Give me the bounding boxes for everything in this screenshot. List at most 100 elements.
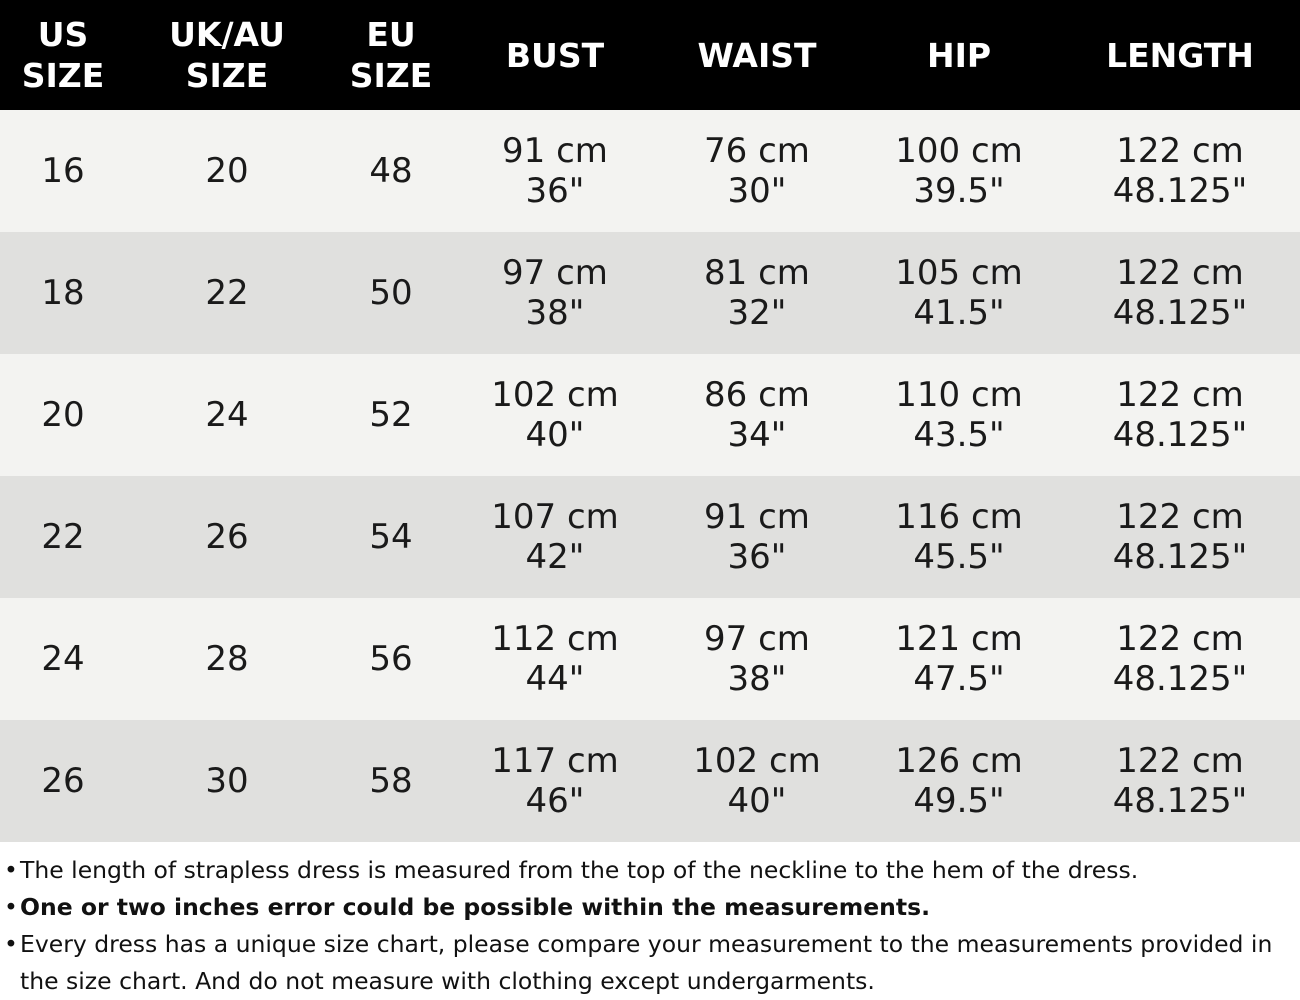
note-text: The length of strapless dress is measure… [20,856,1139,884]
cell-waist: 97 cm 38" [656,598,858,720]
cell-waist-cm: 76 cm [704,131,810,171]
header-bust: BUST [505,35,605,75]
cell-length-cm: 122 cm [1116,619,1244,659]
header-hip: HIP [926,35,992,75]
cell-waist-inches: 36" [727,537,787,577]
note-text: Every dress has a unique size chart, ple… [20,930,1273,995]
cell-hip-inches: 45.5" [913,537,1005,577]
cell-length: 122 cm 48.125" [1060,110,1300,232]
cell-eu-size: 54 [369,517,413,557]
header-length: LENGTH [1106,35,1254,75]
cell-waist-inches: 38" [727,659,787,699]
cell-bust-cm: 91 cm [502,131,608,171]
cell-length-inches: 48.125" [1112,293,1248,333]
cell-length-inches: 48.125" [1112,537,1248,577]
cell-eu-size: 48 [369,151,413,191]
cell-bust-inches: 38" [525,293,585,333]
table-row: 16 20 48 91 cm 36" 76 cm 30" 100 cm 39.5" 122 cm 4… [0,110,1300,232]
note-item: • One or two inches error could be possib… [4,889,1300,926]
cell-hip-cm: 100 cm [895,131,1023,171]
cell-us-size: 18 [41,273,85,313]
cell-bust: 97 cm 38" [454,232,656,354]
cell-ukau-size: 28 [205,639,249,679]
cell-length-cm: 122 cm [1116,497,1244,537]
cell-eu-size: 56 [369,639,413,679]
cell-bust-inches: 46" [525,781,585,821]
cell-waist: 91 cm 36" [656,476,858,598]
cell-length-inches: 48.125" [1112,171,1248,211]
cell-waist: 76 cm 30" [656,110,858,232]
note-item: • Every dress has a unique size chart, pl… [4,926,1300,1000]
cell-ukau-size: 22 [205,273,249,313]
cell-waist: 81 cm 32" [656,232,858,354]
cell-ukau-size: 26 [205,517,249,557]
header-row: US SIZE UK/AU SIZE EU SIZE BUST WAIST HI… [0,0,1300,110]
cell-ukau-size: 30 [205,761,249,801]
cell-hip-inches: 39.5" [913,171,1005,211]
cell-bust-cm: 102 cm [491,375,619,415]
cell-hip-cm: 121 cm [895,619,1023,659]
cell-length: 122 cm 48.125" [1060,720,1300,842]
cell-eu-size: 52 [369,395,413,435]
cell-waist-cm: 81 cm [704,253,810,293]
cell-waist-inches: 34" [727,415,787,455]
cell-hip-inches: 43.5" [913,415,1005,455]
bullet-icon: • [4,930,18,958]
cell-hip-inches: 41.5" [913,293,1005,333]
cell-hip-inches: 47.5" [913,659,1005,699]
cell-bust-inches: 40" [525,415,585,455]
cell-waist-inches: 30" [727,171,787,211]
cell-us-size: 20 [41,395,85,435]
cell-hip-cm: 116 cm [895,497,1023,537]
cell-length: 122 cm 48.125" [1060,354,1300,476]
cell-bust-cm: 112 cm [491,619,619,659]
cell-bust-cm: 97 cm [502,253,608,293]
cell-length: 122 cm 48.125" [1060,232,1300,354]
cell-waist-inches: 32" [727,293,787,333]
table-row: 20 24 52 102 cm 40" 86 cm 34" 110 cm 43.5" 122 cm… [0,354,1300,476]
cell-hip: 105 cm 41.5" [858,232,1060,354]
table-header: US SIZE UK/AU SIZE EU SIZE BUST WAIST HI… [0,0,1300,110]
cell-bust-cm: 117 cm [491,741,619,781]
cell-waist: 102 cm 40" [656,720,858,842]
cell-length-inches: 48.125" [1112,659,1248,699]
cell-length-cm: 122 cm [1116,131,1244,171]
table-row: 22 26 54 107 cm 42" 91 cm 36" 116 cm 45.5" 122 cm… [0,476,1300,598]
cell-us-size: 26 [41,761,85,801]
cell-hip-cm: 110 cm [895,375,1023,415]
cell-waist-cm: 91 cm [704,497,810,537]
header-us-size: US SIZE [21,15,105,95]
size-chart-table: US SIZE UK/AU SIZE EU SIZE BUST WAIST HI… [0,0,1300,842]
cell-length-cm: 122 cm [1116,375,1244,415]
cell-bust-inches: 44" [525,659,585,699]
cell-bust-inches: 42" [525,537,585,577]
cell-waist-cm: 86 cm [704,375,810,415]
cell-hip: 110 cm 43.5" [858,354,1060,476]
cell-hip-cm: 126 cm [895,741,1023,781]
cell-bust: 107 cm 42" [454,476,656,598]
bullet-icon: • [4,893,18,921]
cell-bust: 112 cm 44" [454,598,656,720]
note-item: • The length of strapless dress is measur… [4,852,1300,889]
cell-waist-cm: 102 cm [693,741,821,781]
cell-hip: 126 cm 49.5" [858,720,1060,842]
cell-waist-inches: 40" [727,781,787,821]
header-ukau-size: UK/AU SIZE [169,15,285,95]
table-row: 18 22 50 97 cm 38" 81 cm 32" 105 cm 41.5" 122 cm 4… [0,232,1300,354]
cell-eu-size: 50 [369,273,413,313]
cell-hip-inches: 49.5" [913,781,1005,821]
cell-length-cm: 122 cm [1116,253,1244,293]
cell-bust: 91 cm 36" [454,110,656,232]
cell-bust-cm: 107 cm [491,497,619,537]
cell-us-size: 16 [41,151,85,191]
cell-eu-size: 58 [369,761,413,801]
cell-bust: 117 cm 46" [454,720,656,842]
cell-hip: 116 cm 45.5" [858,476,1060,598]
cell-bust: 102 cm 40" [454,354,656,476]
cell-us-size: 22 [41,517,85,557]
table-body: 16 20 48 91 cm 36" 76 cm 30" 100 cm 39.5" 122 cm 4… [0,110,1300,842]
cell-length-inches: 48.125" [1112,781,1248,821]
cell-length: 122 cm 48.125" [1060,598,1300,720]
cell-hip-cm: 105 cm [895,253,1023,293]
cell-length-cm: 122 cm [1116,741,1244,781]
